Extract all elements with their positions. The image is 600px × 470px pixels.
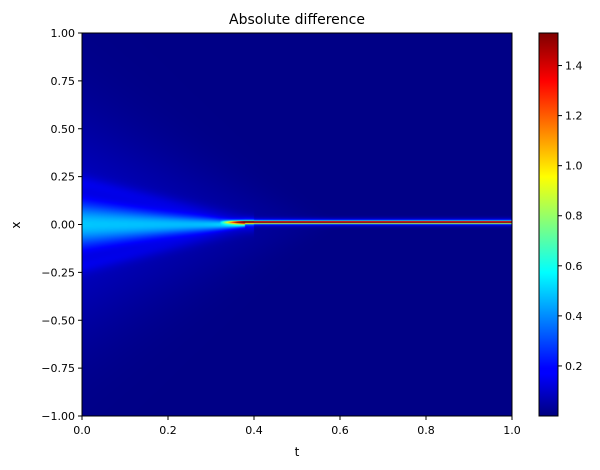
- colorbar-tick-label: 0.8: [565, 210, 583, 223]
- x-tick-label: 1.0: [503, 424, 521, 437]
- x-axis-ticks: 0.0 0.2 0.4 0.6 0.8 1.0: [73, 416, 521, 437]
- y-tick-label: 0.25: [51, 171, 76, 184]
- y-axis-label: x: [9, 221, 23, 228]
- x-tick-label: 0.0: [73, 424, 91, 437]
- x-tick-label: 0.2: [159, 424, 177, 437]
- y-tick-label: 0.75: [51, 75, 76, 88]
- x-tick-label: 0.6: [331, 424, 349, 437]
- colorbar-tick-label: 1.2: [565, 110, 583, 123]
- x-tick-label: 0.8: [417, 424, 435, 437]
- chart-title: Absolute difference: [229, 12, 365, 28]
- y-tick-label: −0.25: [41, 266, 75, 279]
- colorbar-tick-label: 0.6: [565, 260, 583, 273]
- colorbar-tick-label: 1.0: [565, 160, 583, 173]
- y-tick-label: 1.00: [51, 27, 76, 40]
- colorbar-tick-label: 0.4: [565, 310, 583, 323]
- colorbar: [538, 32, 559, 417]
- heatmap-image: [82, 33, 512, 416]
- y-tick-label: −0.50: [41, 314, 75, 327]
- x-axis-label: t: [295, 445, 300, 459]
- y-axis-ticks: 1.00 0.75 0.50 0.25 0.00 −0.25 −0.50 −0.75 −1.00: [41, 27, 82, 423]
- colorbar-tick-label: 0.2: [565, 360, 583, 373]
- y-tick-label: 0.00: [51, 219, 76, 232]
- y-tick-label: −0.75: [41, 362, 75, 375]
- x-tick-label: 0.4: [245, 424, 263, 437]
- colorbar-tick-label: 1.4: [565, 60, 583, 73]
- colorbar-ticks: 0.2 0.4 0.6 0.8 1.0 1.2 1.4: [558, 60, 583, 373]
- y-tick-label: −1.00: [41, 410, 75, 423]
- y-tick-label: 0.50: [51, 123, 76, 136]
